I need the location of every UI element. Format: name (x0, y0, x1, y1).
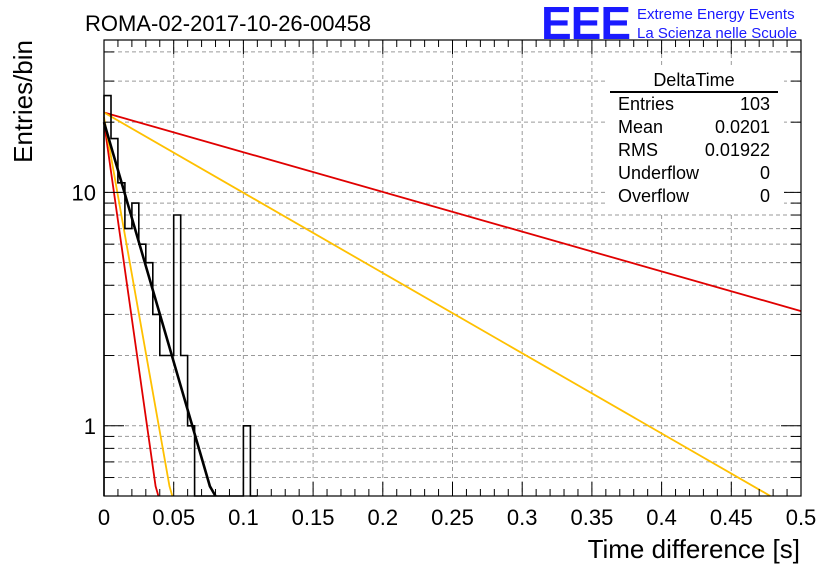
stats-label-rms: RMS (618, 140, 658, 160)
x-tick-label: 0.1 (228, 505, 259, 530)
stats-label-underflow: Underflow (618, 163, 700, 183)
x-tick-label: 0.35 (570, 505, 613, 530)
stats-title: DeltaTime (653, 70, 734, 90)
stats-value-overflow: 0 (760, 186, 770, 206)
fit-curve (103, 122, 160, 497)
x-tick-label: 0.45 (710, 505, 753, 530)
x-tick-label: 0.5 (786, 505, 817, 530)
logo-line-1: Extreme Energy Events (637, 6, 795, 23)
x-tick-label: 0.25 (431, 505, 474, 530)
x-tick-label: 0.2 (368, 505, 399, 530)
x-tick-label: 0.3 (507, 505, 538, 530)
stats-value-mean: 0.0201 (715, 117, 770, 137)
y-axis-title: Entries/bin (8, 40, 38, 163)
logo-line-2: La Scienza nelle Scuole (637, 25, 797, 42)
x-tick-labels: 0 0.05 0.1 0.15 0.2 0.25 0.3 0.35 0.4 0.45 0.5 (98, 505, 816, 530)
stats-box: DeltaTime Entries 103 Mean 0.0201 RMS 0.… (608, 66, 784, 212)
x-axis-title: Time difference [s] (588, 534, 800, 564)
y-tick-label: 10 (72, 180, 96, 205)
grid-lines (104, 40, 801, 497)
fit-curve (103, 111, 771, 497)
fit-curve (103, 111, 802, 312)
x-tick-label: 0.05 (152, 505, 195, 530)
axis-ticks (103, 40, 802, 497)
y-tick-label: 1 (84, 414, 96, 439)
fit-curve (102, 121, 217, 497)
fit-curve (103, 117, 174, 497)
stats-label-mean: Mean (618, 117, 663, 137)
stats-label-entries: Entries (618, 94, 674, 114)
stats-value-underflow: 0 (760, 163, 770, 183)
run-title: ROMA-02-2017-10-26-00458 (85, 11, 371, 36)
stats-value-entries: 103 (740, 94, 770, 114)
stats-label-overflow: Overflow (618, 186, 690, 206)
stats-box-background (608, 66, 784, 212)
x-tick-label: 0.4 (646, 505, 677, 530)
x-tick-label: 0 (98, 505, 110, 530)
x-tick-label: 0.15 (292, 505, 335, 530)
stats-value-rms: 0.01922 (705, 140, 770, 160)
y-tick-labels: 1 10 (72, 180, 96, 438)
eee-logo: EEE (541, 0, 630, 49)
